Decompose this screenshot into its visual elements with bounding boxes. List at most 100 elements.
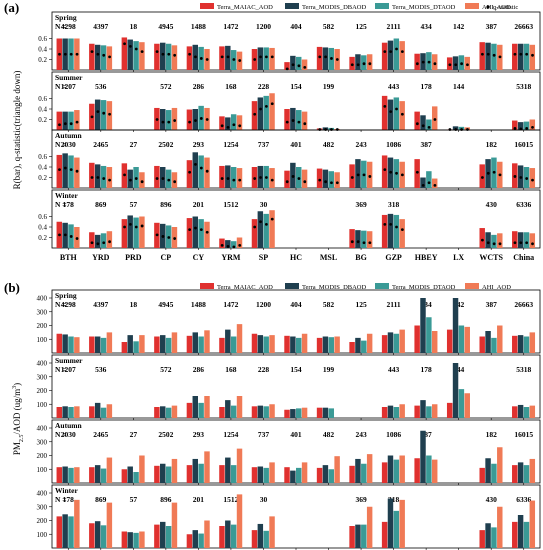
bar [204,330,210,353]
q-point [226,55,230,59]
n-value: 2465 [93,430,108,439]
season-name: Autumn [55,131,83,140]
n-value: 737 [258,140,270,149]
n-value: 896 [160,200,172,209]
n-value: 4397 [93,22,108,31]
q-point [389,110,393,114]
q-point [486,171,490,175]
bar [56,467,63,483]
bar [133,217,139,248]
n-value: 318 [388,495,400,504]
q-point [226,125,230,129]
n-value: 199 [323,365,335,374]
bar [431,459,438,483]
q-point [481,176,484,179]
bar [171,107,178,130]
bar [517,122,524,130]
bar [322,407,329,418]
n-value: 5318 [516,82,531,91]
bar [154,407,160,418]
bar [68,111,74,130]
q-point [270,102,274,106]
season-name: Summer [55,356,83,365]
x-tick-label: CP [161,253,172,262]
bar [420,115,426,130]
bar [160,463,166,483]
bar [68,407,74,418]
bar [399,455,405,483]
bar [523,336,530,353]
q-point [194,55,197,59]
bar [160,521,166,548]
bar [186,160,193,188]
n-prefix: N = [55,365,67,374]
y-tick-label: 400 [37,295,48,303]
y-tick-label: 0.4 [38,224,47,232]
bar [225,117,231,130]
bar [94,465,101,483]
bar [269,210,275,248]
q-point [63,52,67,56]
y-tick-label: 200 [37,452,48,460]
bar [257,523,264,548]
n-value: 144 [453,82,465,91]
q-point [199,166,203,170]
n-value: 57 [130,495,138,504]
bar [100,233,107,248]
bar [186,534,193,548]
q-point [108,240,111,244]
n-prefix: N = [55,200,67,209]
q-point [167,236,171,239]
bar [269,335,275,353]
bar [284,409,290,418]
q-point [498,242,502,246]
q-point [238,178,242,182]
q-point [226,245,230,248]
n-value: 4945 [158,300,173,309]
bar [446,402,453,418]
bar [420,430,426,483]
q-point [285,180,289,184]
q-point [199,57,203,60]
bar [517,462,524,483]
bar [387,99,394,130]
bar [284,335,290,353]
bar [192,152,198,188]
n-value: 536 [95,365,107,374]
q-point [454,63,458,67]
q-point [90,176,94,179]
n-value: 178 [421,365,433,374]
bar [139,455,145,483]
season-name: Summer [55,73,83,82]
n-value: 869 [95,495,107,504]
bar [257,466,264,483]
bar [361,524,367,548]
q-point [155,50,159,54]
q-point [362,173,366,177]
q-point [264,55,268,59]
q-point [123,42,126,46]
bar [251,406,258,418]
bar [366,454,373,483]
n-value: 57 [130,200,138,209]
bar [62,406,68,418]
bar [464,326,470,353]
bar [121,37,128,70]
bar [171,172,178,188]
n-value: 387 [421,140,433,149]
bar [263,47,269,70]
y-tick-label: 100 [37,466,48,474]
bar [485,331,491,353]
n-value: 572 [160,82,172,91]
q-point [58,52,61,56]
bar [165,407,172,418]
bar [529,119,536,130]
q-legend-dot [486,5,490,9]
bar [334,336,340,353]
q-point [259,107,262,111]
bar [512,43,518,70]
q-point [90,115,94,119]
x-tick-label: YRD [92,253,110,262]
q-point [395,47,398,51]
